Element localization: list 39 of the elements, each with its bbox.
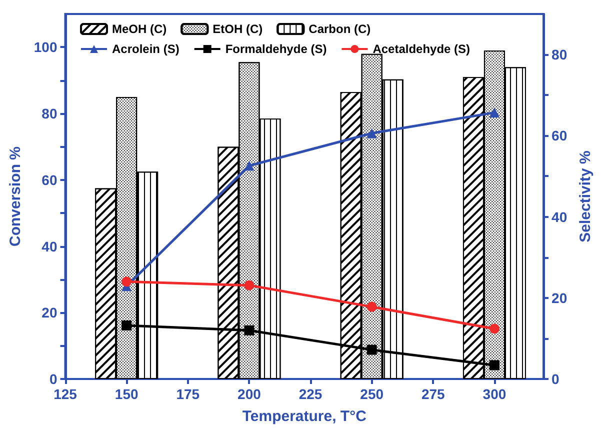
point <box>366 344 377 355</box>
x-tick-label: 250 <box>360 386 384 402</box>
y-tick-label: 0 <box>49 371 58 387</box>
legend-label: EtOH (C) <box>212 22 263 36</box>
x-tick-label: 300 <box>482 386 506 402</box>
point <box>489 360 500 370</box>
point <box>244 160 254 171</box>
y2-tick-label: 20 <box>552 290 568 306</box>
point <box>366 128 377 138</box>
legend-label: MeOH (C) <box>112 22 167 36</box>
legend-label: Carbon (C) <box>308 22 371 36</box>
legend-label: Acrolein (S) <box>112 42 180 56</box>
legend-label: Formaldehyde (S) <box>225 42 327 56</box>
x-tick-label: 175 <box>176 386 200 402</box>
point <box>122 276 132 287</box>
y-tick-label: 40 <box>42 238 58 254</box>
y-tick-label: 20 <box>42 304 58 321</box>
y-axis-title: Conversion % <box>7 146 24 247</box>
y-tick-label: 60 <box>42 172 58 188</box>
y-tick-label: 80 <box>42 106 58 122</box>
x-axis-title: Temperature, T°C <box>242 408 367 425</box>
point <box>489 108 500 118</box>
y-tick-label: 100 <box>34 39 58 56</box>
point <box>122 320 132 330</box>
legend-label: Acetaldehyde (S) <box>372 42 470 56</box>
x-tick-label: 275 <box>421 386 446 402</box>
x-tick-label: 125 <box>54 386 78 402</box>
y2-tick-label: 60 <box>552 128 568 144</box>
y2-tick-label: 0 <box>552 371 560 387</box>
point <box>244 280 254 290</box>
point <box>244 325 254 336</box>
point <box>366 302 377 312</box>
y2-tick-label: 80 <box>552 46 568 63</box>
x-tick-label: 150 <box>114 386 138 402</box>
x-tick-label: 225 <box>298 386 322 402</box>
x-tick-label: 200 <box>238 386 262 402</box>
point <box>489 324 500 334</box>
y2-tick-label: 40 <box>552 208 568 225</box>
y2-axis-title: Selectivity % <box>577 150 594 242</box>
